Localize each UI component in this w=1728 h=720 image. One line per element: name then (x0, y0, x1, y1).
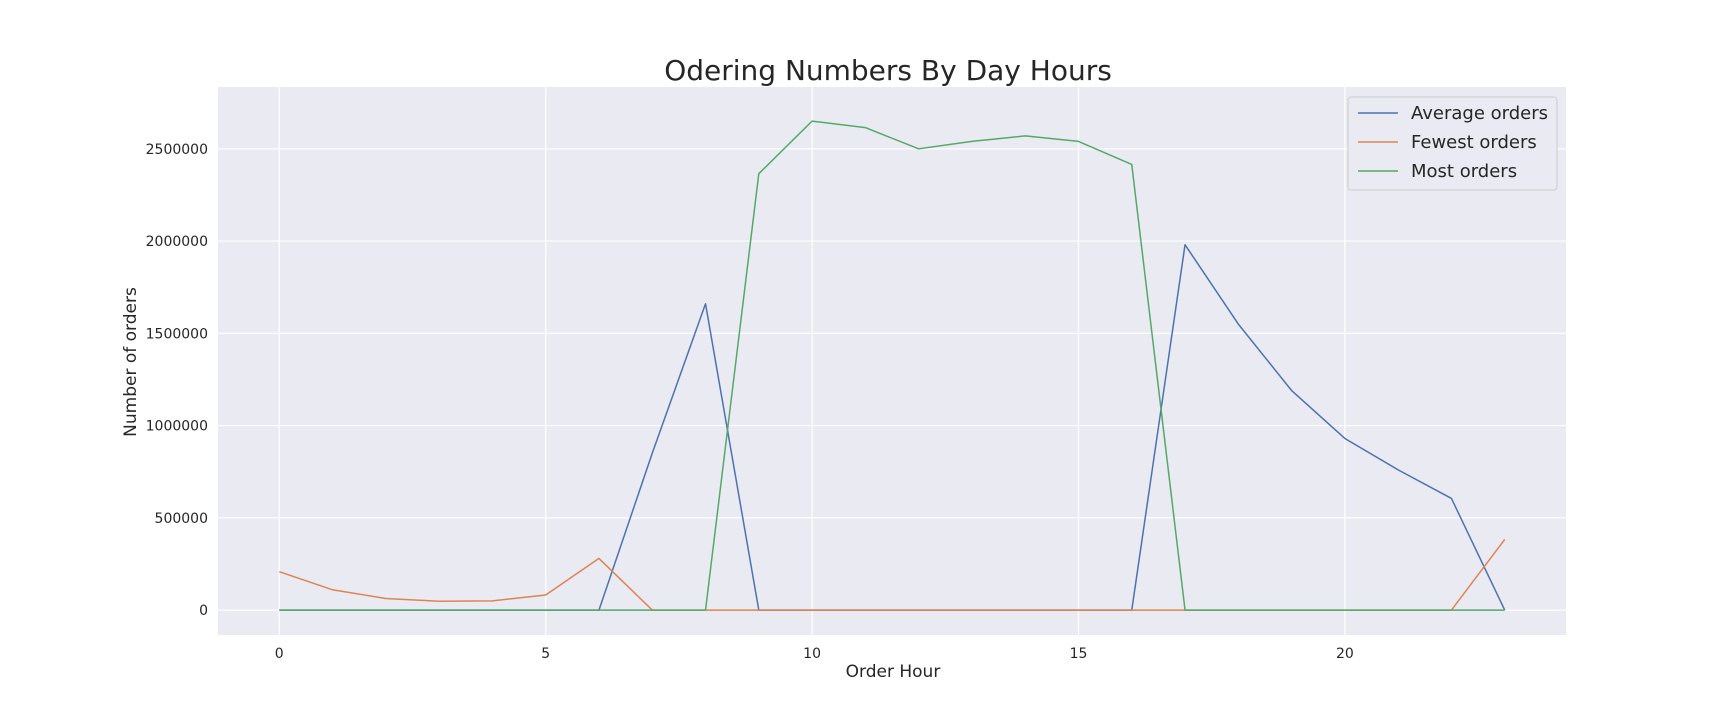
x-tick-label: 20 (1336, 646, 1354, 662)
x-axis-label: Order Hour (846, 662, 941, 682)
chart-title: Odering Numbers By Day Hours (664, 54, 1112, 87)
x-tick-label: 15 (1070, 646, 1088, 662)
x-tick-label: 5 (541, 646, 550, 662)
ticks: 0 5 10 15 20 0 500000 1000000 1500000 2000000 2500… (146, 142, 1354, 662)
x-tick-label: 0 (275, 646, 284, 662)
legend-label-most-orders: Most orders (1411, 161, 1517, 182)
y-axis-label: Number of orders (121, 287, 141, 437)
series-layer (279, 120, 1506, 611)
y-tick-label: 500000 (155, 511, 208, 527)
legend-box (1347, 96, 1558, 191)
y-tick-label: 1500000 (146, 326, 208, 342)
legend: Average orders Fewest orders Most orders (1347, 96, 1558, 191)
most-orders-line (279, 120, 1505, 611)
legend-label-fewest-orders: Fewest orders (1411, 132, 1537, 153)
y-tick-label: 1000000 (146, 419, 208, 435)
y-tick-label: 0 (199, 603, 208, 619)
legend-label-average-orders: Average orders (1411, 103, 1548, 124)
y-tick-label: 2000000 (146, 234, 208, 250)
x-tick-label: 10 (803, 646, 821, 662)
plot-background (218, 87, 1566, 635)
grid (218, 87, 1566, 635)
y-tick-label: 2500000 (146, 142, 208, 158)
